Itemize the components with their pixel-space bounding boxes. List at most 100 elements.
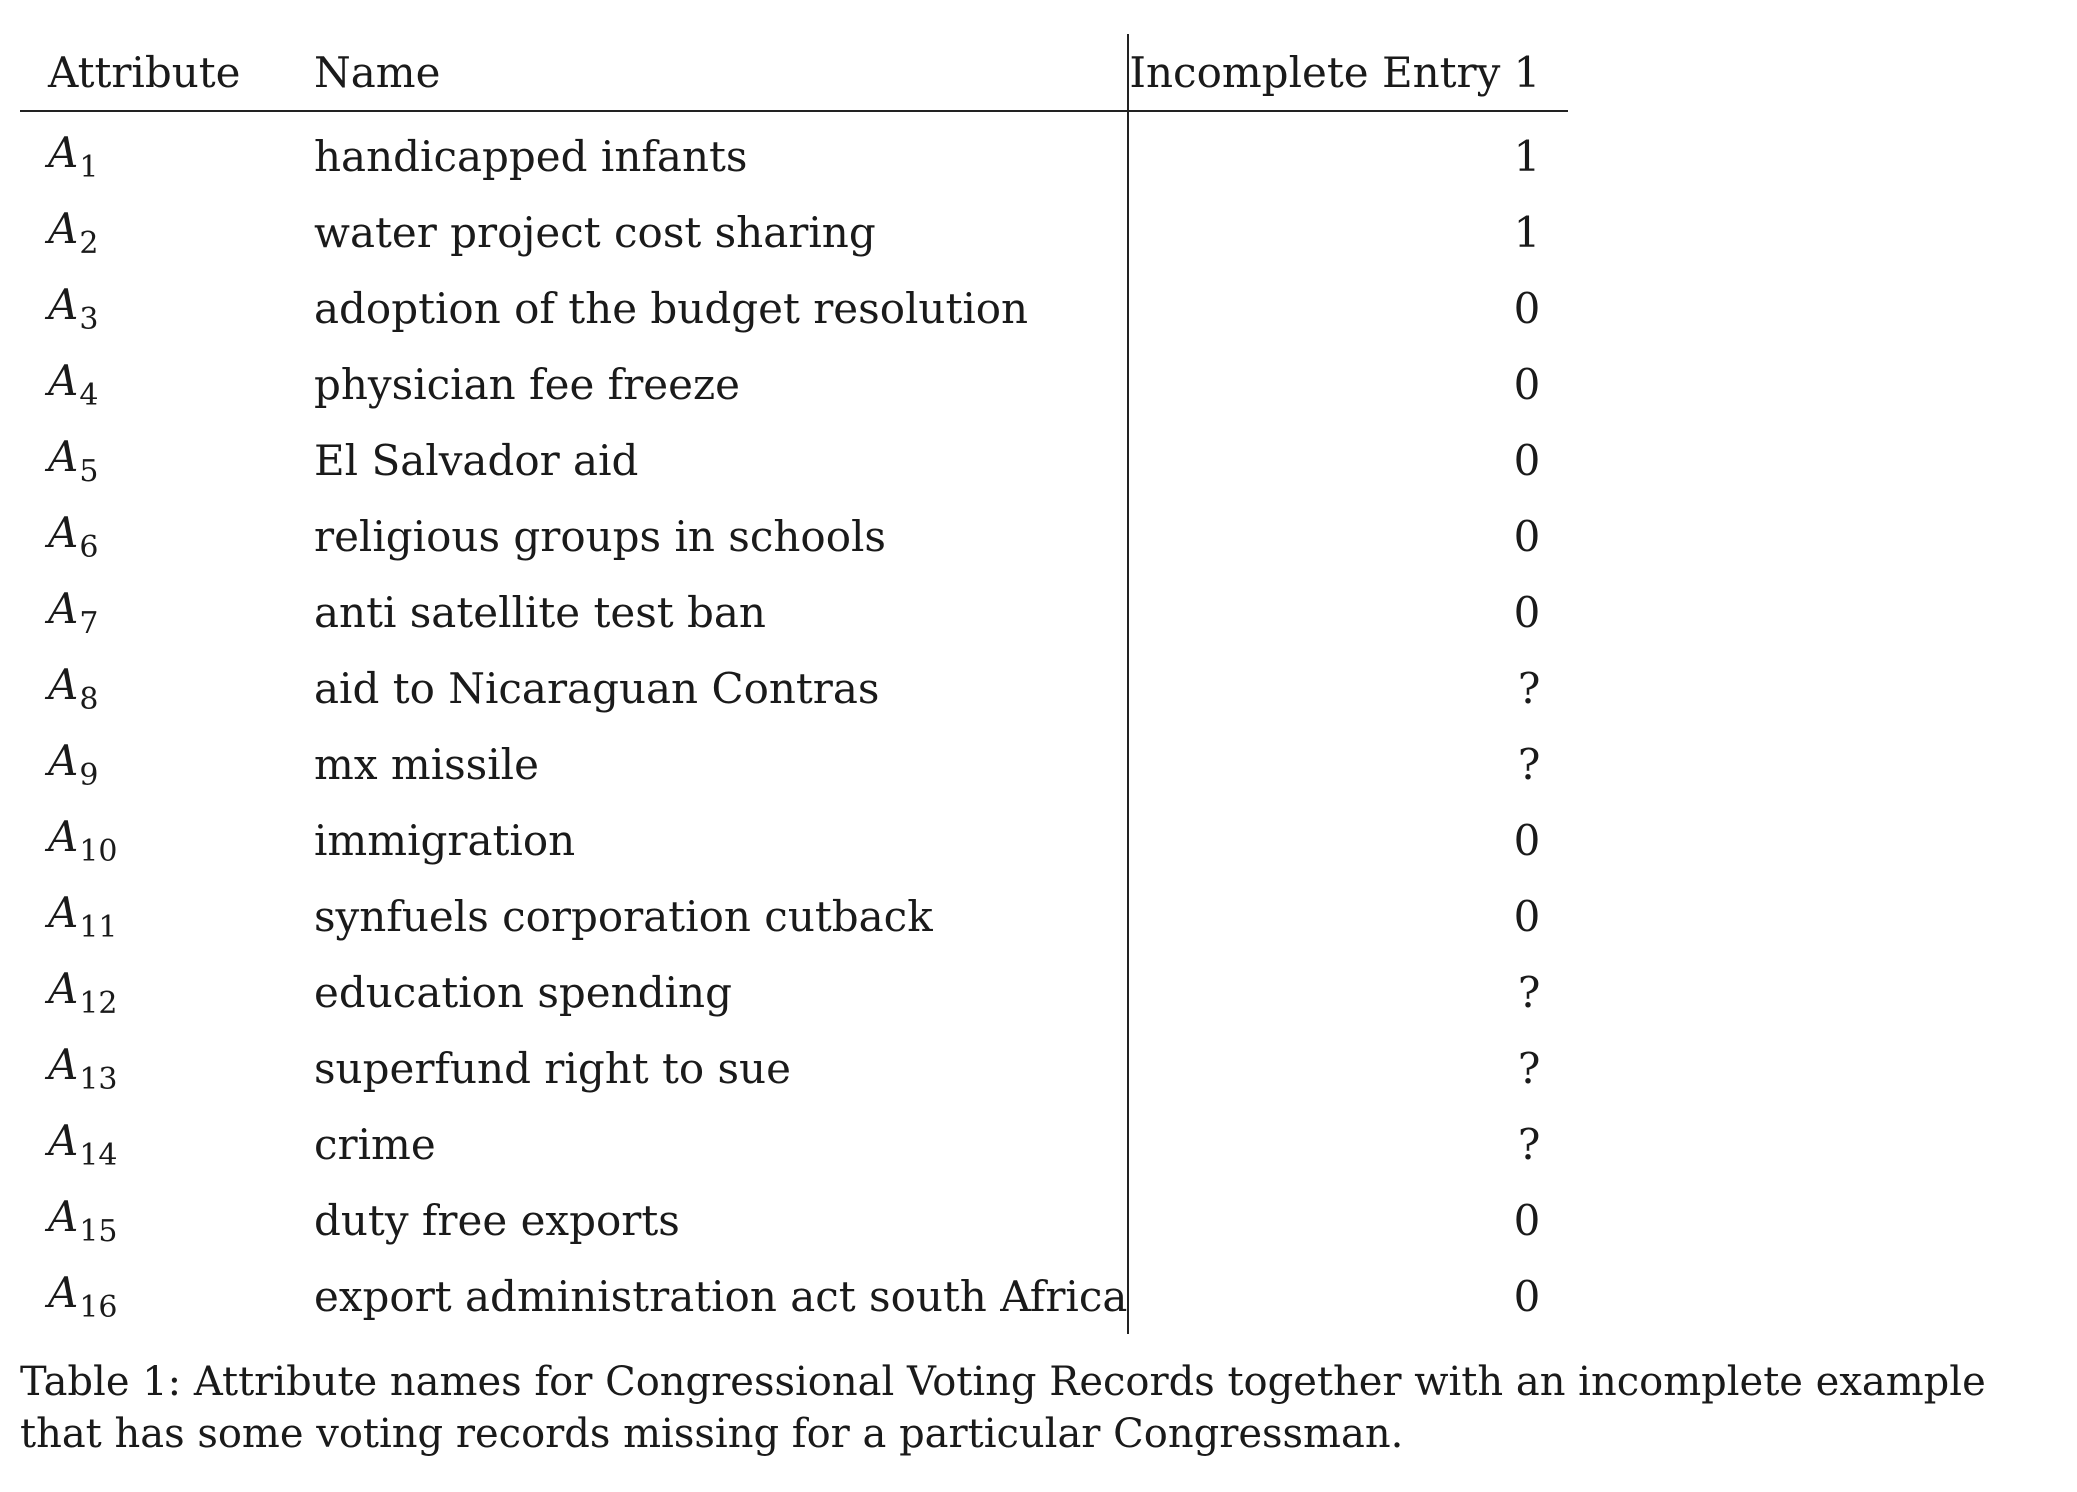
attribute-symbol: A <box>48 659 79 709</box>
attribute-symbol: A <box>48 431 79 481</box>
table-row: A7 anti satellite test ban 0 <box>20 574 1569 650</box>
attribute-index: 9 <box>79 757 99 793</box>
attribute-index: 5 <box>79 453 99 489</box>
attribute-index: 11 <box>79 909 118 945</box>
attribute-index: 7 <box>79 605 99 641</box>
name-cell: synfuels corporation cutback <box>314 891 933 941</box>
value-cell: ? <box>1127 954 1569 1030</box>
attribute-symbol: A <box>48 203 79 253</box>
value-cell: ? <box>1127 1030 1569 1106</box>
attribute-cell: A3 <box>20 270 314 346</box>
header-attribute: Attribute <box>48 47 241 97</box>
name-cell: religious groups in schools <box>314 511 886 561</box>
name-cell: education spending <box>314 967 732 1017</box>
name-cell: export administration act south Africa <box>314 1271 1128 1321</box>
table-row: A6 religious groups in schools 0 <box>20 498 1569 574</box>
attribute-symbol: A <box>48 811 79 861</box>
attribute-cell: A2 <box>20 194 314 270</box>
attribute-cell: A14 <box>20 1106 314 1182</box>
attribute-index: 3 <box>79 301 99 337</box>
attribute-cell: A10 <box>20 802 314 878</box>
table-row: A8 aid to Nicaraguan Contras ? <box>20 650 1569 726</box>
name-cell: aid to Nicaraguan Contras <box>314 663 880 713</box>
name-cell: mx missile <box>314 739 539 789</box>
table-row: A9 mx missile ? <box>20 726 1569 802</box>
attribute-symbol: A <box>48 735 79 785</box>
attribute-symbol: A <box>48 279 79 329</box>
table-body: A1 handicapped infants 1 A2 water projec… <box>20 111 1569 1334</box>
attribute-symbol: A <box>48 583 79 633</box>
attribute-symbol: A <box>48 963 79 1013</box>
attribute-index: 4 <box>79 377 99 413</box>
table-row: A4 physician fee freeze 0 <box>20 346 1569 422</box>
header-incomplete-entry: Incomplete Entry 1 <box>1127 34 1569 111</box>
attribute-cell: A4 <box>20 346 314 422</box>
value-cell: 0 <box>1127 270 1569 346</box>
name-cell: water project cost sharing <box>314 207 876 257</box>
value-cell: 0 <box>1127 802 1569 878</box>
value-cell: ? <box>1127 1106 1569 1182</box>
attribute-symbol: A <box>48 1267 79 1317</box>
value-cell: 0 <box>1127 498 1569 574</box>
attribute-symbol: A <box>48 507 79 557</box>
attribute-index: 16 <box>79 1289 118 1325</box>
attribute-symbol: A <box>48 1191 79 1241</box>
attribute-index: 2 <box>79 225 99 261</box>
voting-records-table: Attribute Name Incomplete Entry 1 A1 han… <box>20 34 1569 1334</box>
name-cell: crime <box>314 1119 436 1169</box>
attribute-cell: A15 <box>20 1182 314 1258</box>
name-cell: handicapped infants <box>314 131 748 181</box>
table-row: A11 synfuels corporation cutback 0 <box>20 878 1569 954</box>
name-cell: duty free exports <box>314 1195 680 1245</box>
attribute-index: 14 <box>79 1137 118 1173</box>
attribute-cell: A7 <box>20 574 314 650</box>
attribute-cell: A1 <box>20 111 314 194</box>
attribute-cell: A12 <box>20 954 314 1030</box>
attribute-index: 13 <box>79 1061 118 1097</box>
name-cell: physician fee freeze <box>314 359 740 409</box>
attribute-index: 8 <box>79 681 99 717</box>
table-row: A12 education spending ? <box>20 954 1569 1030</box>
attribute-symbol: A <box>48 1115 79 1165</box>
value-cell: ? <box>1127 726 1569 802</box>
attribute-symbol: A <box>48 127 79 177</box>
value-cell: 0 <box>1127 878 1569 954</box>
table-row: A15 duty free exports 0 <box>20 1182 1569 1258</box>
attribute-index: 10 <box>79 833 118 869</box>
attribute-index: 6 <box>79 529 99 565</box>
table-row: A10 immigration 0 <box>20 802 1569 878</box>
value-cell: ? <box>1127 650 1569 726</box>
value-cell: 0 <box>1127 574 1569 650</box>
attribute-symbol: A <box>48 1039 79 1089</box>
attribute-cell: A8 <box>20 650 314 726</box>
attribute-index: 1 <box>79 149 99 185</box>
attribute-symbol: A <box>48 355 79 405</box>
attribute-cell: A16 <box>20 1258 314 1334</box>
attribute-cell: A11 <box>20 878 314 954</box>
value-cell: 0 <box>1127 1258 1569 1334</box>
table-row: A3 adoption of the budget resolution 0 <box>20 270 1569 346</box>
name-cell: adoption of the budget resolution <box>314 283 1029 333</box>
table-row: A13 superfund right to sue ? <box>20 1030 1569 1106</box>
value-cell: 0 <box>1127 422 1569 498</box>
name-cell: anti satellite test ban <box>314 587 766 637</box>
table-header-row: Attribute Name Incomplete Entry 1 <box>20 34 1569 111</box>
attribute-index: 15 <box>79 1213 118 1249</box>
table-row: A16 export administration act south Afri… <box>20 1258 1569 1334</box>
name-cell: El Salvador aid <box>314 435 639 485</box>
name-cell: immigration <box>314 815 576 865</box>
attribute-cell: A6 <box>20 498 314 574</box>
attribute-cell: A5 <box>20 422 314 498</box>
header-name: Name <box>314 47 441 97</box>
table-caption: Table 1: Attribute names for Congression… <box>20 1359 1986 1457</box>
table-row: A14 crime ? <box>20 1106 1569 1182</box>
table-row: A2 water project cost sharing 1 <box>20 194 1569 270</box>
name-cell: superfund right to sue <box>314 1043 791 1093</box>
value-cell: 1 <box>1127 111 1569 194</box>
voting-records-table-container: Attribute Name Incomplete Entry 1 A1 han… <box>20 34 1569 1334</box>
value-cell: 0 <box>1127 1182 1569 1258</box>
table-row: A5 El Salvador aid 0 <box>20 422 1569 498</box>
attribute-cell: A9 <box>20 726 314 802</box>
value-cell: 0 <box>1127 346 1569 422</box>
table-row: A1 handicapped infants 1 <box>20 111 1569 194</box>
